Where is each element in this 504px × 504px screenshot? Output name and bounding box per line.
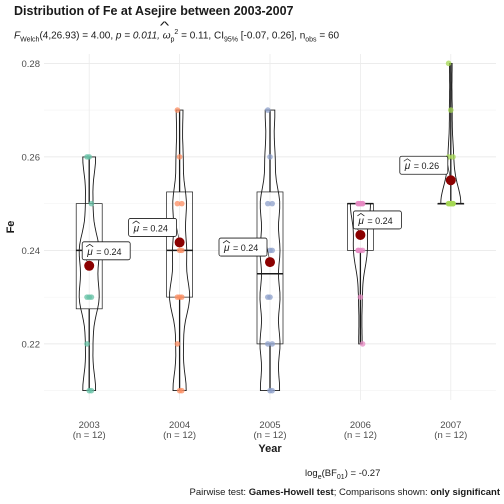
mean-label-hat-2007 (403, 158, 412, 162)
mean-label-box-2003 (81, 241, 131, 261)
mean-label-text-2007: = 0.26 (414, 161, 439, 171)
mean-label-mu-2004: μ (133, 223, 140, 234)
data-point-2005 (265, 341, 271, 347)
pairwise-caption: Pairwise test: Games-Howell test; Compar… (189, 487, 500, 498)
data-point-2006 (359, 247, 366, 254)
mean-point-2007 (445, 175, 456, 186)
data-point-2006 (355, 247, 362, 254)
data-point-2006 (357, 294, 364, 300)
mean-label-box-2006 (352, 210, 402, 230)
data-point-2004 (174, 341, 181, 347)
chart-subtitle: FWelch(4,26.93) = 4.00, p = 0.011, ωp2 =… (14, 29, 339, 43)
x-tick-n-label: (n = 12) (344, 430, 377, 441)
data-point-2004 (179, 387, 185, 394)
chart-title: Distribution of Fe at Asejire between 20… (14, 4, 294, 18)
data-point-2004 (174, 107, 181, 113)
x-axis-title: Year (258, 443, 282, 455)
mean-label-box-2004 (128, 218, 178, 237)
data-point-2007 (445, 60, 452, 67)
data-point-2007 (450, 200, 456, 207)
mean-label-hat-2003 (85, 243, 94, 248)
mean-point-2003 (84, 260, 95, 271)
mean-label-box-2005 (218, 237, 268, 257)
data-point-2005 (269, 200, 276, 207)
mean-point-2004 (174, 237, 185, 248)
data-point-2005 (269, 387, 276, 394)
y-tick-label: 0.24 (22, 246, 41, 257)
x-tick-label: 2003 (79, 420, 100, 431)
data-point-2003 (86, 154, 92, 160)
x-tick-label: 2007 (440, 420, 461, 431)
y-axis-title: Fe (5, 221, 17, 234)
data-point-2004 (176, 154, 183, 160)
mean-label-hat-2006 (357, 213, 365, 217)
bayes-factor-caption: loge(BF01) = -0.27 (305, 468, 381, 481)
mean-label-text-2005: = 0.24 (233, 243, 258, 253)
data-point-2006 (359, 200, 366, 207)
data-point-2007 (450, 154, 456, 160)
x-tick-n-label: (n = 12) (163, 430, 196, 441)
data-point-2005 (267, 154, 273, 160)
data-point-2005 (269, 341, 276, 347)
mean-point-2005 (265, 257, 275, 268)
mean-label-text-2004: = 0.24 (143, 223, 168, 233)
mean-point-2006 (355, 229, 366, 240)
x-tick-label: 2004 (169, 420, 190, 431)
data-point-2004 (179, 247, 185, 254)
x-tick-n-label: (n = 12) (434, 430, 467, 441)
data-point-2005 (265, 200, 271, 207)
mean-label-mu-2005: μ (223, 243, 230, 254)
data-point-2005 (267, 294, 273, 300)
mean-label-box-2007 (399, 155, 449, 175)
x-tick-label: 2005 (259, 420, 280, 431)
data-point-2005 (269, 247, 276, 254)
mean-label-mu-2006: μ (357, 216, 364, 227)
data-point-2007 (448, 107, 454, 113)
mean-label-mu-2003: μ (86, 247, 93, 258)
data-point-2003 (84, 341, 90, 347)
violin-2003 (78, 156, 100, 392)
data-point-2004 (174, 200, 181, 207)
mean-label-text-2003: = 0.24 (96, 247, 121, 257)
mean-label-hat-2004 (132, 220, 140, 224)
data-point-2006 (359, 341, 366, 347)
data-point-2005 (265, 107, 271, 113)
data-point-2003 (88, 200, 95, 207)
data-point-2003 (88, 387, 95, 394)
mean-label-text-2006: = 0.24 (367, 216, 392, 226)
data-point-2004 (179, 294, 185, 300)
data-point-2004 (179, 200, 185, 207)
y-tick-label: 0.22 (22, 339, 41, 350)
y-tick-label: 0.26 (22, 152, 41, 163)
data-point-2003 (88, 294, 95, 300)
x-tick-n-label: (n = 12) (73, 430, 106, 441)
y-tick-label: 0.28 (22, 59, 41, 70)
mean-label-mu-2007: μ (404, 161, 411, 172)
mean-label-hat-2005 (222, 240, 231, 244)
x-tick-label: 2006 (350, 420, 371, 431)
x-tick-n-label: (n = 12) (253, 430, 286, 441)
